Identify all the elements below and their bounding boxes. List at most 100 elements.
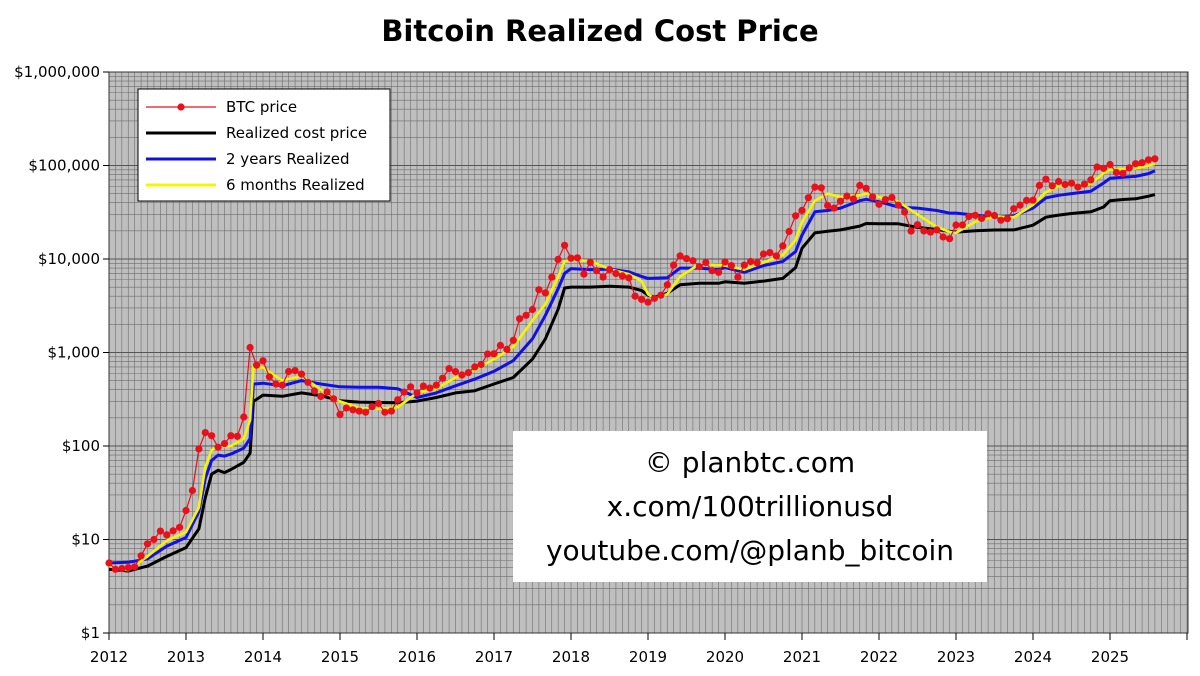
data-point (419, 382, 427, 390)
data-point (439, 374, 447, 382)
x-tick-label: 2017 (475, 648, 513, 666)
data-point (753, 259, 761, 267)
data-point (362, 408, 370, 416)
data-point (516, 315, 524, 323)
y-tick-label: $1,000 (48, 344, 101, 362)
data-point (1100, 164, 1108, 172)
data-point (978, 214, 986, 222)
data-point (541, 289, 550, 297)
data-point (1061, 180, 1069, 189)
data-point (291, 367, 299, 375)
data-point (984, 210, 992, 218)
data-point (426, 384, 434, 392)
legend-label: 6 months Realized (226, 176, 365, 194)
data-point (1010, 205, 1018, 213)
data-point (1138, 159, 1146, 167)
data-point (458, 371, 466, 379)
y-tick-label: $100 (62, 437, 100, 455)
data-point (907, 227, 915, 235)
data-point (1132, 160, 1140, 168)
data-point (490, 350, 498, 358)
data-point (131, 563, 139, 571)
data-point (958, 221, 967, 229)
data-point (496, 341, 504, 349)
data-point (990, 211, 999, 220)
data-point (798, 206, 806, 214)
series-realized-cost-price (108, 193, 1156, 573)
data-point (702, 258, 710, 266)
chart-title: Bitcoin Realized Cost Price (381, 14, 818, 48)
data-point (464, 369, 472, 377)
data-point (881, 196, 890, 204)
data-point (888, 193, 896, 202)
data-point (381, 408, 389, 416)
y-axis: $1 $10 $100 $1,000 $10,000 $100,000 $1,000,000 (14, 63, 109, 642)
data-point (772, 252, 781, 260)
legend-item: 6 months Realized (146, 176, 365, 194)
data-point (323, 388, 331, 396)
data-point (830, 204, 838, 212)
data-point (143, 540, 152, 548)
x-tick-label: 2013 (167, 648, 205, 666)
data-point (208, 432, 216, 440)
y-tick-label: $1 (81, 624, 100, 642)
data-point (528, 305, 537, 314)
data-point (163, 531, 171, 539)
data-point (1125, 164, 1133, 172)
data-point (869, 193, 877, 201)
data-point (580, 270, 588, 278)
data-point (118, 564, 126, 573)
watermark-line: © planbtc.com (645, 446, 855, 479)
data-point (695, 263, 704, 271)
watermark-background (513, 431, 987, 582)
data-point (214, 443, 222, 451)
x-tick-label: 2018 (552, 648, 590, 666)
data-point (188, 486, 196, 495)
data-point (535, 286, 543, 294)
data-point (220, 440, 229, 448)
data-point (727, 262, 736, 270)
data-point (150, 535, 158, 544)
data-point (240, 413, 248, 421)
data-point (689, 257, 697, 265)
data-point (278, 381, 286, 389)
x-tick-label: 2020 (706, 648, 744, 666)
data-point (176, 523, 184, 531)
data-point (233, 432, 241, 440)
data-point (477, 360, 485, 369)
data-point (1016, 201, 1024, 209)
data-point (638, 295, 646, 303)
data-point (1144, 156, 1153, 164)
x-tick-label: 2019 (629, 648, 667, 666)
watermark-box: © planbtc.com x.com/100trillionusd youtube… (513, 431, 987, 582)
data-point (740, 261, 748, 269)
data-point (1029, 196, 1037, 204)
data-point (317, 392, 325, 401)
data-point (387, 407, 395, 415)
series-btc-price (105, 155, 1159, 573)
data-point (785, 227, 793, 236)
data-point (105, 559, 113, 567)
data-point (111, 565, 119, 573)
data-point (445, 365, 453, 373)
data-point (715, 268, 723, 276)
data-point (631, 292, 639, 300)
series-6-months-realized (108, 162, 1156, 572)
data-point (413, 389, 421, 397)
data-point (759, 250, 768, 258)
data-point (875, 200, 883, 208)
data-point (965, 212, 973, 221)
data-point (394, 396, 402, 404)
data-point (708, 267, 716, 275)
data-point (503, 345, 511, 353)
data-point (484, 350, 492, 358)
data-point (804, 194, 813, 202)
data-point (747, 257, 755, 266)
data-point (1042, 175, 1050, 183)
data-point (1151, 155, 1159, 163)
data-point (779, 242, 787, 250)
data-point (1112, 168, 1120, 176)
legend-marker (177, 103, 185, 111)
data-point (926, 228, 935, 236)
y-tick-label: $10,000 (38, 250, 100, 268)
